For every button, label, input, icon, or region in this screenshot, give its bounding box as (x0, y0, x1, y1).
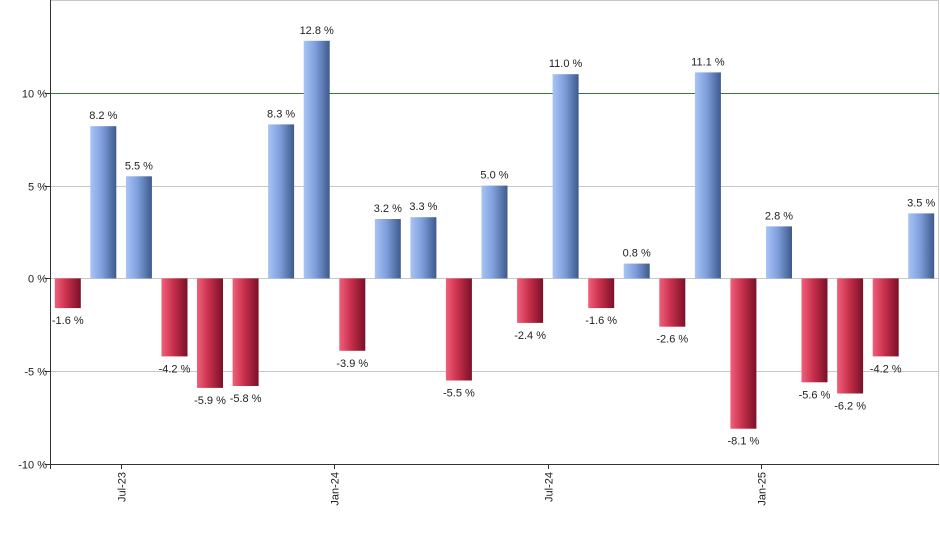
bar-negative (54, 278, 81, 309)
data-label: 3.3 % (409, 201, 437, 213)
axes: 10 % 5 % 0 % -5 % -10 % Jul-23 Jan-24 Jul-24 Jan… (18, 0, 939, 506)
bar-positive (90, 126, 117, 279)
data-label: -2.6 % (656, 334, 688, 346)
data-label: 3.2 % (374, 203, 402, 215)
data-label: 5.5 % (125, 160, 153, 172)
data-label: -6.2 % (834, 401, 866, 413)
data-labels: -1.6 % 8.2 % 5.5 % -4.2 % -5.9 % -5.8 % 8.3 % 1… (52, 25, 936, 448)
plot-frame (50, 0, 939, 464)
bar-negative (339, 278, 366, 351)
data-label: -5.6 % (799, 389, 831, 401)
data-label: -4.2 % (159, 363, 191, 375)
bar-negative (872, 278, 899, 357)
y-tick-label: 10 % (22, 89, 47, 101)
bar-positive (623, 263, 650, 279)
bar-negative (161, 278, 188, 357)
bar-negative (659, 278, 686, 327)
data-label: 2.8 % (765, 210, 793, 222)
bar-positive (552, 74, 579, 279)
bar-negative (517, 278, 544, 323)
bar-negative (837, 278, 864, 394)
data-label: -5.9 % (194, 395, 226, 407)
bar-negative (232, 278, 259, 386)
y-tick-label: -5 % (24, 367, 47, 379)
bar-negative (445, 278, 472, 381)
bars (54, 40, 935, 429)
x-tick-label: Jul-24 (544, 472, 556, 502)
data-label: -4.2 % (870, 363, 902, 375)
bar-negative (197, 278, 223, 388)
bar-positive (694, 72, 721, 279)
data-label: 3.5 % (907, 197, 935, 209)
bar-positive (125, 176, 152, 279)
bar-negative (730, 278, 757, 429)
data-label: -2.4 % (514, 330, 546, 342)
bar-positive (481, 185, 508, 279)
x-tick-label: Jul-23 (117, 472, 129, 502)
data-label: 11.1 % (691, 56, 725, 68)
data-label: 11.0 % (549, 58, 583, 70)
x-tick-label: Jan-24 (330, 472, 342, 506)
bar-negative (801, 278, 828, 383)
data-label: -1.6 % (585, 315, 617, 327)
y-tick-label: -10 % (18, 460, 47, 472)
data-label: 0.8 % (623, 248, 651, 260)
data-label: 12.8 % (300, 25, 334, 37)
y-tick-label: 5 % (28, 182, 47, 194)
bar-positive (268, 124, 295, 279)
bar-positive (410, 217, 437, 279)
data-label: 8.2 % (89, 110, 117, 122)
bar-positive (908, 213, 935, 279)
bar-negative (588, 278, 615, 309)
bar-positive (766, 226, 792, 279)
data-label: -1.6 % (52, 315, 84, 327)
y-tick-label: 0 % (28, 274, 47, 286)
data-label: -8.1 % (728, 436, 760, 448)
x-tick-label: Jan-25 (757, 472, 769, 506)
bar-positive (374, 219, 401, 279)
data-label: -5.8 % (230, 393, 262, 405)
data-label: 5.0 % (480, 170, 508, 182)
data-label: -3.9 % (336, 358, 368, 370)
data-label: 8.3 % (267, 108, 295, 120)
bar-positive (303, 40, 330, 279)
data-label: -5.5 % (443, 388, 475, 400)
